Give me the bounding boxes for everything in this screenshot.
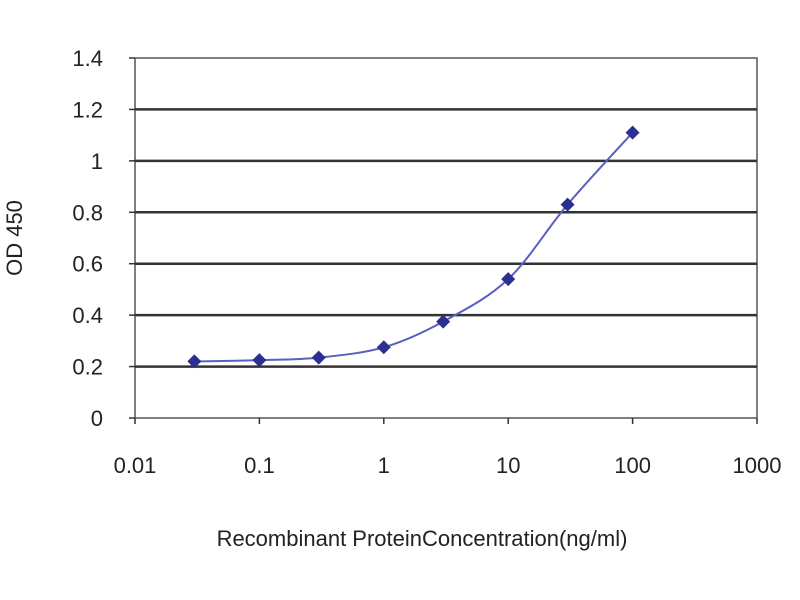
x-tick-label: 100	[614, 453, 651, 478]
y-axis-label: OD 450	[2, 200, 27, 276]
gridlines	[129, 57, 758, 424]
y-tick-label: 1.2	[72, 97, 103, 122]
data-point	[436, 314, 451, 329]
data-point	[560, 197, 575, 212]
x-tick-labels: 0.01 0.1 1 10 100 1000	[114, 453, 782, 478]
data-point	[252, 353, 267, 368]
series	[187, 125, 640, 369]
y-tick-label: 1.4	[72, 46, 103, 71]
data-point	[501, 272, 516, 287]
plot-area	[134, 57, 758, 419]
y-tick-label: 0.2	[72, 355, 103, 380]
x-axis-label: Recombinant ProteinConcentration(ng/ml)	[217, 526, 628, 551]
y-tick-label: 0.8	[72, 200, 103, 225]
x-tick-label: 1	[378, 453, 390, 478]
y-tick-label: 1	[91, 149, 103, 174]
x-tick-label: 0.01	[114, 453, 157, 478]
y-tick-label: 0.4	[72, 303, 103, 328]
y-tick-labels: 0 0.2 0.4 0.6 0.8 1 1.2 1.4	[72, 46, 103, 431]
data-point	[625, 125, 640, 140]
data-point	[376, 340, 391, 355]
x-tick-label: 1000	[733, 453, 782, 478]
data-point	[311, 350, 326, 365]
y-tick-label: 0.6	[72, 252, 103, 277]
data-point	[187, 354, 202, 369]
y-tick-label: 0	[91, 406, 103, 431]
x-tick-label: 0.1	[244, 453, 275, 478]
x-tick-label: 10	[496, 453, 520, 478]
